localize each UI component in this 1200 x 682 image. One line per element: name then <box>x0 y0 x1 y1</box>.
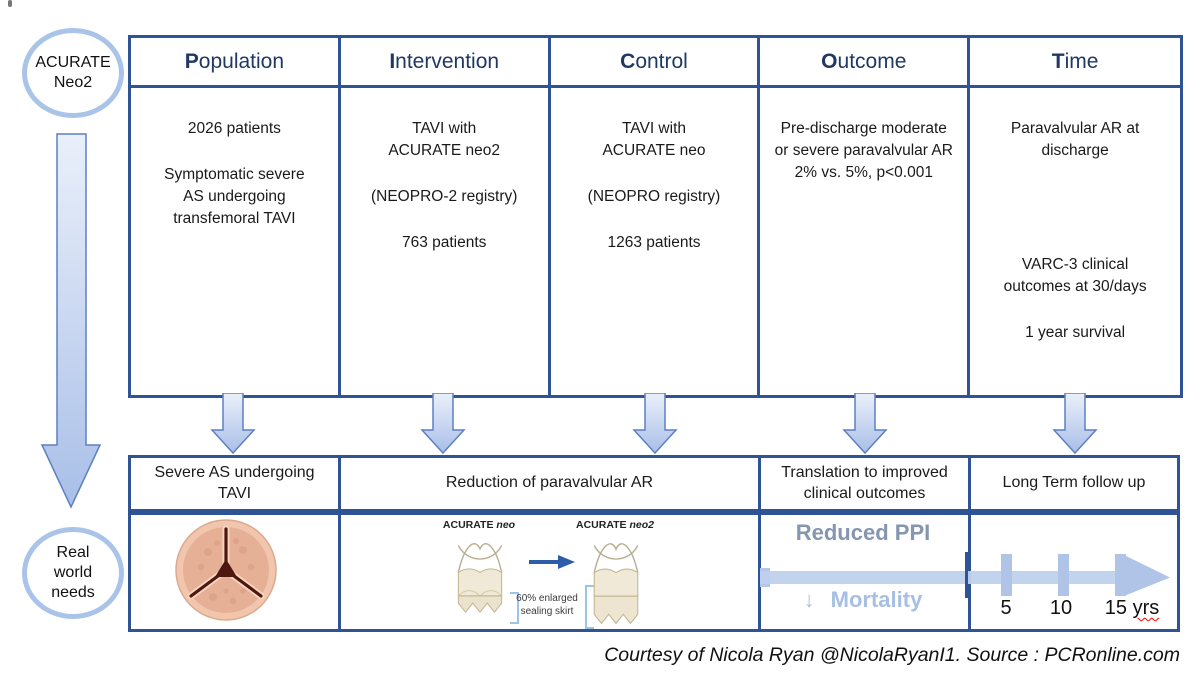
down-arrow-icon-population <box>210 393 256 455</box>
intervention-patients: 763 patients <box>401 234 487 251</box>
oval-bottom-line3: needs <box>51 584 95 601</box>
header-population-rest: opulation <box>198 49 285 73</box>
timeline-label-15: 15 <box>1104 597 1127 619</box>
time-endpoint3: 1 year survival <box>1025 324 1126 341</box>
needs-population-label: Severe AS undergoing TAVI <box>154 463 315 502</box>
stray-mark <box>8 0 12 7</box>
header-time-rest: ime <box>1064 49 1099 73</box>
down-arrow-glyph: ↓ <box>803 587 815 612</box>
valve-neo-label: ACURATE neo <box>434 519 524 531</box>
needs-outcome-label: Translation to improved clinical outcome… <box>781 463 948 502</box>
header-control-initial: C <box>620 49 636 73</box>
timeline-arrow-icon <box>760 554 1170 596</box>
valve-neo2-illustration <box>593 543 639 625</box>
needs-box-intervention-control: Reduction of paravalvular AR <box>338 455 761 512</box>
transition-arrow-icon <box>529 555 575 569</box>
outcome-result: 2% vs. 5%, p<0.001 <box>794 164 933 181</box>
oval-top-line1: ACURATE <box>35 54 111 71</box>
intervention-device: TAVI with ACURATE neo2 <box>388 120 501 159</box>
acurate-neo2-oval: ACURATE Neo2 <box>22 28 124 118</box>
neo2-skirt-bracket <box>585 585 594 629</box>
header-time-initial: T <box>1051 49 1065 73</box>
outcome-endpoint: Pre-discharge moderate or severe paraval… <box>774 120 953 159</box>
skirt-annotation-line1: 60% enlarged <box>516 593 578 604</box>
timeline-label-5: 5 <box>1000 597 1012 619</box>
valve-neo-model: neo <box>496 519 516 531</box>
header-control-rest: ontrol <box>635 49 688 73</box>
header-outcome-rest: utcome <box>837 49 907 73</box>
time-endpoint2: VARC-3 clinical outcomes at 30/days <box>1003 256 1147 295</box>
real-world-needs-oval: Real world needs <box>22 527 124 619</box>
needs-intervention-label: Reduction of paravalvular AR <box>445 474 654 492</box>
header-population-initial: P <box>184 49 199 73</box>
long-down-arrow-icon <box>40 133 102 509</box>
down-arrow-icon-control <box>632 393 678 455</box>
cell-intervention: TAVI with ACURATE neo2 (NEOPRO-2 registr… <box>341 88 551 395</box>
cell-outcome: Pre-discharge moderate or severe paraval… <box>760 88 971 395</box>
skirt-annotation: 60% enlarged sealing skirt <box>503 592 591 618</box>
down-arrow-icon-intervention <box>420 393 466 455</box>
needs-time-label: Long Term follow up <box>1002 474 1146 492</box>
header-intervention-initial: I <box>389 49 396 73</box>
skirt-annotation-line2: sealing skirt <box>520 606 574 617</box>
population-description: Symptomatic severe AS undergoing transfe… <box>164 166 305 227</box>
valve-neo-brand: ACURATE <box>442 519 494 531</box>
needs-box-time: Long Term follow up <box>968 455 1180 512</box>
footer-credit: Courtesy of Nicola Ryan @NicolaRyanI1. S… <box>604 644 1180 666</box>
down-arrow-icon-time <box>1052 393 1098 455</box>
header-outcome-initial: O <box>821 49 838 73</box>
control-registry: (NEOPRO registry) <box>587 188 721 205</box>
control-patients: 1263 patients <box>607 234 701 251</box>
intervention-registry: (NEOPRO-2 registry) <box>370 188 518 205</box>
oval-bottom-line1: Real <box>56 544 90 561</box>
valve-neo2-label: ACURATE neo2 <box>570 519 660 531</box>
aortic-valve-illustration <box>175 519 277 621</box>
timeline-unit: yrs <box>1132 597 1160 619</box>
control-device: TAVI with ACURATE neo <box>602 120 706 159</box>
cell-control: TAVI with ACURATE neo (NEOPRO registry) … <box>551 88 761 395</box>
timeline-label-10: 10 <box>1049 597 1073 619</box>
evidence-box-devices <box>338 512 761 632</box>
timeline-label-15yrs: 15 yrs <box>1094 597 1170 620</box>
oval-top-line2: Neo2 <box>53 74 93 91</box>
time-endpoint1: Paravalvular AR at discharge <box>1010 120 1140 159</box>
needs-box-population: Severe AS undergoing TAVI <box>128 455 341 512</box>
mortality-text: ↓ Mortality <box>761 587 965 613</box>
oval-bottom-line2: world <box>53 564 93 581</box>
valve-neo2-brand: ACURATE <box>576 519 627 531</box>
needs-box-outcome: Translation to improved clinical outcome… <box>758 455 971 512</box>
box-border-overlay <box>965 552 968 598</box>
header-intervention-rest: ntervention <box>395 49 500 73</box>
cell-time: Paravalvular AR at discharge VARC-3 clin… <box>970 88 1180 395</box>
valve-neo2-model: neo2 <box>629 519 654 531</box>
population-patients: 2026 patients <box>187 120 281 137</box>
mortality-label: Mortality <box>830 587 923 612</box>
cell-population: 2026 patients Symptomatic severe AS unde… <box>131 88 341 395</box>
valve-neo-illustration <box>457 543 503 614</box>
reduced-ppi-text: Reduced PPI <box>795 520 931 545</box>
neo-skirt-bracket <box>510 592 519 624</box>
down-arrow-icon-outcome <box>842 393 888 455</box>
